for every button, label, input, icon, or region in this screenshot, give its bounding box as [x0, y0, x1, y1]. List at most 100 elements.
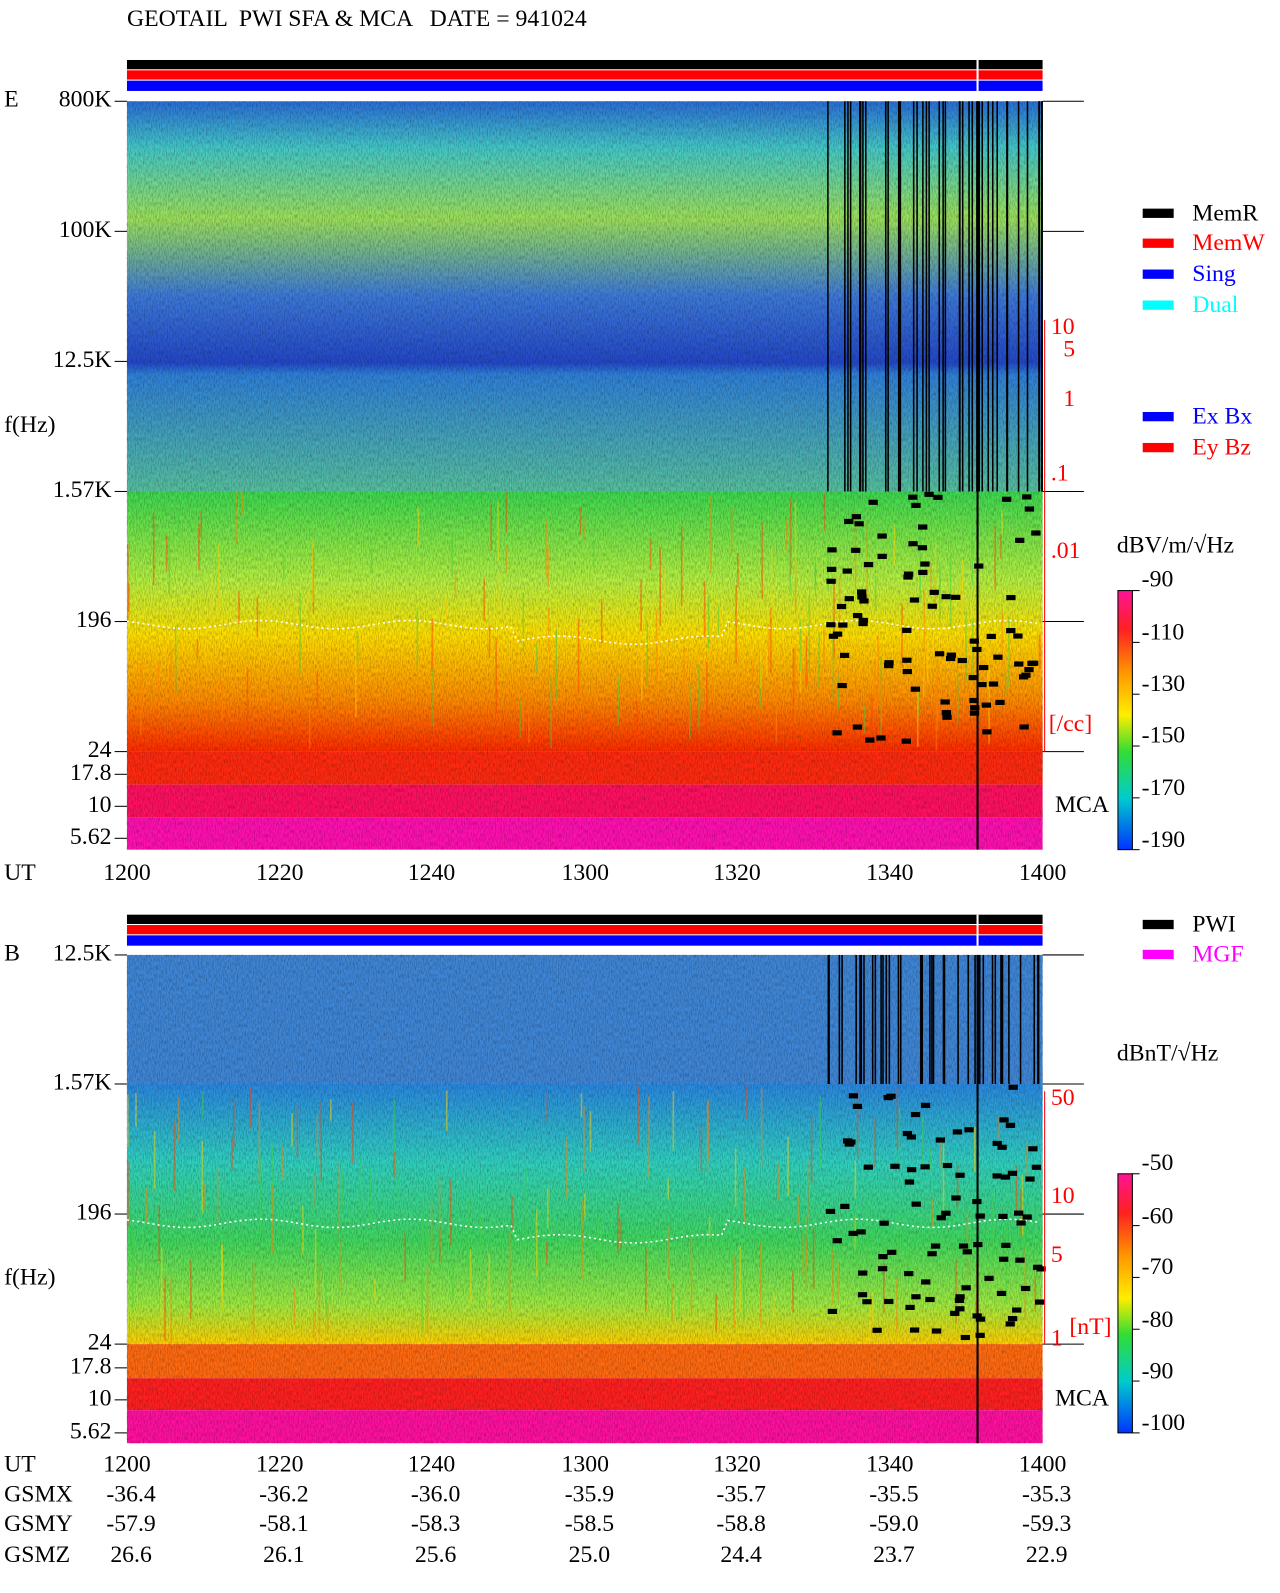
streak — [761, 523, 763, 600]
gap-block — [975, 1213, 985, 1219]
streak — [794, 559, 797, 614]
streak — [583, 1105, 585, 1173]
streak — [320, 1101, 322, 1182]
gap-block — [927, 1251, 937, 1257]
streak — [672, 1091, 675, 1151]
streak — [659, 546, 662, 627]
gap-block — [933, 494, 943, 500]
streak — [497, 502, 499, 562]
density-label: .1 — [1051, 460, 1069, 486]
gap-block — [1022, 494, 1032, 500]
gap-block — [942, 1162, 953, 1169]
gap-block — [858, 620, 868, 627]
streak — [451, 535, 453, 578]
gap-block — [961, 1285, 971, 1291]
gap-block — [844, 1141, 854, 1147]
streak — [174, 625, 177, 695]
streak — [592, 540, 595, 569]
colorbar-label: -90 — [1142, 1358, 1174, 1384]
x-tick-label: 1300 — [562, 1451, 609, 1477]
streak — [1034, 1275, 1037, 1312]
streak — [973, 1126, 976, 1172]
streak — [975, 1300, 977, 1323]
gap-block — [942, 714, 952, 720]
streak — [794, 647, 796, 724]
streak — [707, 596, 710, 649]
gap-block — [935, 1137, 946, 1143]
streak — [522, 592, 525, 653]
gap-block — [974, 563, 984, 569]
streak — [153, 1131, 156, 1189]
streak — [708, 1216, 711, 1239]
streak — [806, 1160, 809, 1221]
y-axis-label: f(Hz) — [4, 412, 55, 438]
streak — [550, 675, 552, 749]
gap-block — [863, 1164, 873, 1170]
streak — [810, 1116, 813, 1182]
streak — [700, 1124, 703, 1173]
streak — [198, 524, 200, 571]
density-label: 1 — [1051, 1325, 1063, 1351]
status-bar — [126, 70, 1043, 80]
streak — [671, 1283, 673, 1323]
streak — [761, 1237, 764, 1279]
gap-block — [844, 596, 854, 602]
streak — [787, 1136, 789, 1197]
streak — [221, 1243, 223, 1310]
ephemeris-value: -35.9 — [565, 1481, 614, 1507]
gap-block — [936, 1215, 946, 1221]
gap-block — [941, 710, 952, 716]
density-label: .01 — [1051, 538, 1081, 564]
colorbar-label: -190 — [1142, 827, 1186, 853]
ephemeris-value: -36.0 — [411, 1481, 460, 1507]
gap-block — [1020, 1285, 1031, 1292]
gap-block — [921, 1279, 931, 1285]
ephemeris-value: -59.3 — [1022, 1511, 1071, 1537]
x-tick-label: 1400 — [1019, 1451, 1066, 1477]
streak — [617, 676, 620, 725]
streak — [170, 1278, 172, 1345]
colorbar-label: -90 — [1142, 567, 1174, 593]
gap-block — [918, 524, 928, 530]
streak — [760, 1088, 763, 1167]
streak — [918, 685, 920, 717]
gap-block — [998, 1213, 1008, 1219]
gap-block — [852, 1103, 863, 1109]
gap-block — [827, 566, 837, 572]
gap-block — [868, 499, 878, 505]
streak — [746, 1085, 748, 1119]
streak — [479, 1213, 482, 1247]
streak — [393, 1100, 395, 1162]
streak — [710, 495, 712, 574]
streak — [838, 575, 841, 644]
streak — [1021, 1174, 1024, 1237]
streak — [1039, 634, 1041, 669]
streak — [926, 644, 929, 682]
legend-label: Sing — [1192, 261, 1236, 287]
streak — [256, 597, 259, 638]
streak — [698, 664, 700, 731]
streak — [655, 610, 658, 682]
streak — [683, 645, 685, 702]
streak — [998, 1115, 1000, 1139]
streak — [646, 621, 649, 687]
streak — [268, 603, 271, 628]
gap-block — [1031, 1164, 1042, 1170]
gap-block — [946, 652, 957, 658]
streak — [404, 1233, 406, 1283]
density-label: 10 — [1051, 1183, 1075, 1209]
streak — [417, 507, 420, 547]
gap-block — [969, 638, 979, 644]
mca-label: MCA — [1055, 792, 1109, 818]
streak — [177, 513, 179, 537]
gap-block — [995, 699, 1005, 705]
streak — [874, 575, 877, 612]
streak — [355, 643, 357, 717]
gap-block — [986, 633, 996, 639]
ephemeris-value: 23.7 — [873, 1542, 915, 1568]
gap-block — [1022, 1214, 1032, 1220]
y-tick-label: 24 — [88, 737, 112, 763]
gap-block — [1006, 595, 1016, 601]
streak — [271, 1145, 274, 1212]
gap-block — [911, 1201, 921, 1207]
